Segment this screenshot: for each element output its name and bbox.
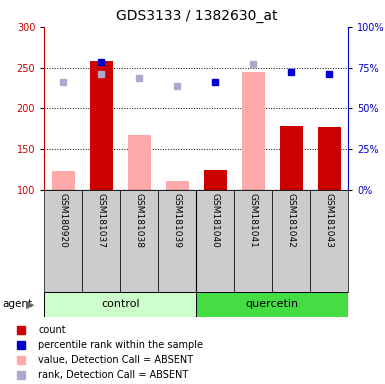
Text: GSM181037: GSM181037	[97, 193, 106, 248]
Text: rank, Detection Call = ABSENT: rank, Detection Call = ABSENT	[38, 370, 188, 380]
Text: agent: agent	[2, 299, 32, 310]
Bar	[234, 190, 273, 292]
Bar	[242, 72, 265, 190]
Text: control: control	[101, 299, 140, 310]
Text: GSM181038: GSM181038	[135, 193, 144, 248]
Bar	[196, 190, 234, 292]
Bar	[166, 181, 189, 190]
Text: GSM181043: GSM181043	[325, 193, 334, 248]
Bar	[52, 171, 75, 190]
Text: quercetin: quercetin	[246, 299, 299, 310]
Title: GDS3133 / 1382630_at: GDS3133 / 1382630_at	[116, 9, 277, 23]
Bar	[44, 190, 82, 292]
Bar	[310, 190, 348, 292]
Bar	[280, 126, 303, 190]
Text: percentile rank within the sample: percentile rank within the sample	[38, 340, 203, 350]
Bar	[44, 292, 196, 317]
Bar	[318, 127, 341, 190]
Text: GSM181042: GSM181042	[287, 193, 296, 248]
Text: GSM181041: GSM181041	[249, 193, 258, 248]
Text: GSM181039: GSM181039	[173, 193, 182, 248]
Bar	[128, 135, 151, 190]
Bar	[204, 170, 227, 190]
Text: value, Detection Call = ABSENT: value, Detection Call = ABSENT	[38, 355, 193, 365]
Bar	[82, 190, 120, 292]
Bar	[90, 61, 113, 190]
Text: ▶: ▶	[26, 299, 35, 310]
Bar	[273, 190, 310, 292]
Text: GSM181040: GSM181040	[211, 193, 220, 248]
Bar	[120, 190, 158, 292]
Bar	[158, 190, 196, 292]
Text: GSM180920: GSM180920	[59, 193, 68, 248]
Bar	[196, 292, 348, 317]
Text: count: count	[38, 325, 66, 335]
